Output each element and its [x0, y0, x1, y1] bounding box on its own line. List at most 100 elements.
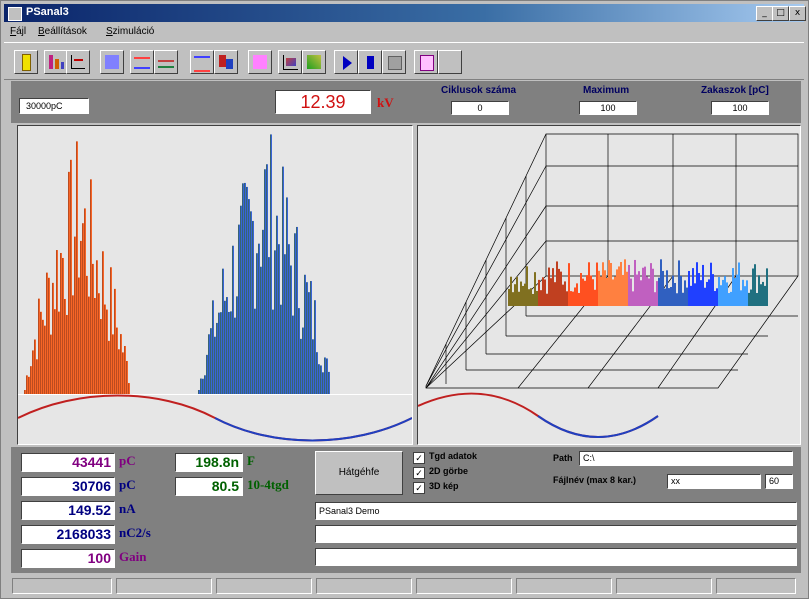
3d-bar	[602, 262, 604, 306]
3d-bar	[578, 292, 580, 306]
3d-bar	[652, 268, 654, 306]
max-field[interactable]: 100	[579, 101, 637, 115]
histogram-bar	[200, 378, 202, 394]
3d-checkbox[interactable]: ✓	[413, 482, 425, 494]
3d-bar	[752, 268, 754, 306]
color-icon[interactable]	[248, 50, 272, 74]
3d-view-icon[interactable]	[100, 50, 124, 74]
3d-bar	[588, 262, 590, 306]
3d-bar	[646, 276, 648, 306]
histogram-bar	[226, 297, 228, 394]
play-icon[interactable]	[334, 50, 358, 74]
histogram-bar	[278, 244, 280, 394]
stop-icon[interactable]	[358, 50, 382, 74]
readout-value-5: 100	[21, 549, 115, 568]
tgd-checkbox-label: Tgd adatok	[429, 451, 478, 461]
file-number-field[interactable]: 60	[765, 474, 793, 489]
sine-icon[interactable]	[154, 50, 178, 74]
path-label: Path	[553, 453, 573, 463]
3d-bar	[550, 278, 552, 306]
trend-icon[interactable]	[278, 50, 302, 74]
3d-bar	[722, 279, 724, 306]
histogram-bar	[66, 314, 68, 394]
readout-unit-2: pC	[119, 477, 136, 492]
blank-icon[interactable]	[438, 50, 462, 74]
histogram-bar	[298, 308, 300, 394]
histogram-bar	[62, 257, 64, 394]
max-pc-label: Zakaszok [pC]	[701, 85, 769, 96]
3d-bar	[532, 293, 534, 306]
3d-bar	[744, 286, 746, 306]
3d-bar	[642, 267, 644, 306]
3d-bar	[614, 276, 616, 306]
line-chart-icon[interactable]	[66, 50, 90, 74]
histogram-bar	[268, 257, 270, 394]
3d-bar	[688, 270, 690, 306]
range-field[interactable]: 30000pC	[19, 98, 89, 114]
histogram-bar	[118, 349, 120, 394]
histogram-bar	[54, 309, 56, 394]
max-label: Maximum	[583, 85, 630, 96]
spectrum-icon[interactable]	[190, 50, 214, 74]
tgd-checkbox[interactable]: ✓	[413, 452, 425, 464]
menu-file[interactable]: Fájl	[10, 26, 27, 37]
max-pc-field[interactable]: 100	[711, 101, 769, 115]
histogram-bar	[288, 244, 290, 394]
3d-bar	[658, 277, 660, 306]
3d-checkbox-label: 3D kép	[429, 481, 459, 491]
scatter-icon[interactable]	[302, 50, 326, 74]
3d-bar	[556, 261, 558, 306]
close-button[interactable]: x	[789, 6, 806, 21]
histogram-bar	[224, 300, 226, 394]
status-pane-4	[316, 578, 412, 594]
background-button[interactable]: Hátgéhfe	[315, 451, 403, 495]
phase-icon[interactable]	[130, 50, 154, 74]
3d-bar	[720, 285, 722, 306]
3d-bar	[734, 278, 736, 306]
3d-bar	[624, 259, 626, 306]
3d-bar	[508, 288, 510, 306]
path-field[interactable]: C:\	[579, 451, 793, 466]
3d-bar	[708, 279, 710, 306]
histogram-bar	[244, 182, 246, 394]
3d-bar	[742, 279, 744, 306]
3d-bar	[576, 283, 578, 306]
cycle-count-field[interactable]: 0	[451, 101, 509, 115]
left-burst	[24, 141, 130, 394]
header-strip: 30000pC 12.39 kV Ciklusok száma 0 Maximu…	[11, 81, 801, 123]
3d-bar	[574, 287, 576, 306]
menu-simulation[interactable]: Szimuláció	[106, 26, 155, 37]
2d-checkbox[interactable]: ✓	[413, 467, 425, 479]
histogram-bar	[320, 365, 322, 394]
readout-unit-3: nA	[119, 501, 136, 516]
histogram-bar	[72, 295, 74, 394]
3d-bar	[538, 279, 540, 306]
histogram-bar	[210, 328, 212, 394]
print-icon[interactable]	[414, 50, 438, 74]
window-title: PSanal3	[26, 6, 69, 18]
title-bar: PSanal3 _ □ x	[4, 4, 806, 22]
maximize-button[interactable]: □	[772, 6, 789, 21]
histogram-bar	[322, 372, 324, 394]
filter-icon[interactable]	[214, 50, 238, 74]
histogram-bar	[112, 334, 114, 394]
histogram-bar	[314, 300, 316, 394]
3d-bar	[584, 280, 586, 306]
minimize-button[interactable]: _	[756, 6, 773, 21]
grid-icon[interactable]	[382, 50, 406, 74]
3d-bar	[762, 281, 764, 306]
status-pane-3	[216, 578, 312, 594]
histogram-bar	[328, 371, 330, 394]
bar-chart-icon[interactable]	[44, 50, 68, 74]
menu-settings[interactable]: Beállítások	[38, 26, 87, 37]
filename-field[interactable]: xx	[667, 474, 761, 489]
histogram-bar	[36, 359, 38, 394]
readout-value-4: 2168033	[21, 525, 115, 544]
cycle-count-label: Ciklusok száma	[441, 85, 517, 96]
histogram-bar	[42, 319, 44, 394]
3d-bar	[746, 280, 748, 306]
3d-bar	[666, 270, 668, 306]
histogram-canvas	[18, 134, 412, 442]
info-icon[interactable]	[14, 50, 38, 74]
histogram-bar	[68, 171, 70, 394]
